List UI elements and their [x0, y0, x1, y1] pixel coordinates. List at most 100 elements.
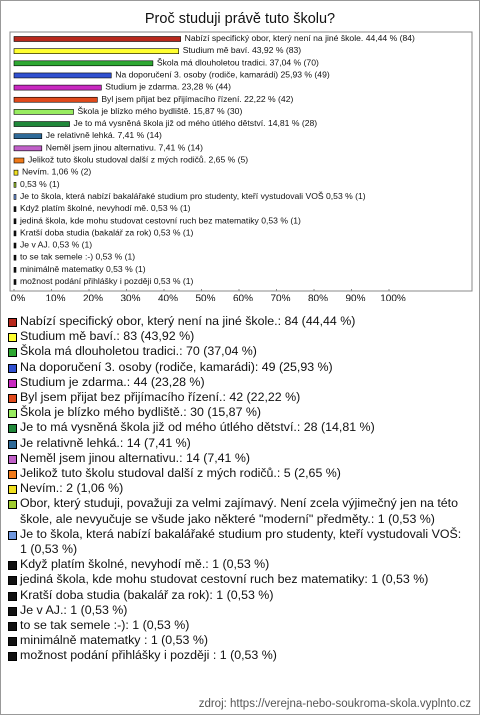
- legend-item: Škola má dlouholetou tradici.: 70 (37,04…: [7, 344, 467, 359]
- legend-text: Byl jsem přijat bez přijímacího řízení.:…: [20, 390, 301, 405]
- bar-label: Škola má dlouholetou tradici. 37,04 % (7…: [157, 58, 319, 68]
- value-label: 0,53 % (1): [151, 203, 191, 213]
- legend-text: Je to má vysněná škola již od mého útléh…: [20, 420, 375, 435]
- legend-swatch: [8, 470, 17, 480]
- bar-label: Je to škola, která nabízí bakalářaké stu…: [20, 191, 366, 201]
- legend-item: Byl jsem přijat bez přijímacího řízení.:…: [7, 390, 467, 405]
- bar-label: možnost podání přihlášky i později 0,53 …: [20, 276, 194, 286]
- value-label: 0,53 % (1): [154, 228, 194, 238]
- bar-label: Když platím školné, nevyhodí mě. 0,53 % …: [20, 203, 191, 213]
- legend-item: Neměl jsem jinou alternativu.: 14 (7,41 …: [7, 451, 467, 466]
- bar-label: Je to má vysněná škola již od mého útléh…: [74, 118, 318, 128]
- bar: [13, 254, 17, 261]
- legend-item: Na doporučení 3. osoby (rodiče, kamarádi…: [7, 360, 467, 375]
- bar: [13, 121, 70, 127]
- legend-text: Škola je blízko mého bydliště.: 30 (15,8…: [20, 405, 262, 420]
- bar: [13, 84, 102, 91]
- x-tick-label: 40%: [158, 294, 178, 301]
- x-tick-label: 80%: [308, 294, 328, 301]
- bar: [13, 157, 25, 164]
- category-label: Jelikož tuto školu studoval další z mých…: [28, 155, 206, 165]
- legend-item: Je relativně lehká.: 14 (7,41 %): [7, 436, 467, 451]
- category-label: Je to škola, která nabízí bakalářaké stu…: [20, 191, 324, 201]
- value-label: 14,81 % (28): [268, 118, 317, 128]
- legend-text: Je v AJ.: 1 (0,53 %): [20, 602, 128, 617]
- value-label: 1,06 % (2): [52, 167, 92, 177]
- chart-title: Proč studuji právě tuto školu?: [145, 11, 335, 27]
- bar: [13, 279, 17, 285]
- bar: [13, 36, 181, 42]
- legend-text: Na doporučení 3. osoby (rodiče, kamarádi…: [20, 359, 333, 374]
- legend-item: Kratší doba studia (bakalář za rok): 1 (…: [7, 588, 467, 603]
- legend-text: Je relativně lehká.: 14 (7,41 %): [20, 435, 191, 450]
- value-label: 7,41 % (14): [159, 143, 204, 153]
- source: zdroj: https://verejna-nebo-soukroma-sko…: [198, 698, 471, 710]
- value-label: 43,92 % (83): [252, 45, 301, 55]
- value-label: 0,53 % (1): [95, 252, 135, 262]
- category-label: Škola má dlouholetou tradici.: [157, 58, 267, 68]
- bar-label: to se tak semele :-) 0,53 % (1): [20, 252, 135, 262]
- bar-label: 0,53 % (1): [20, 179, 60, 189]
- value-label: 2,65 % (5): [209, 155, 249, 165]
- x-tick-label: 10%: [45, 294, 65, 301]
- bar: [13, 218, 17, 225]
- category-label: Je to má vysněná škola již od mého útléh…: [74, 118, 266, 128]
- legend-item: to se tak semele :-): 1 (0,53 %): [7, 618, 467, 633]
- value-label: 23,28 % (44): [182, 82, 231, 92]
- bar: [13, 230, 17, 237]
- legend-swatch: [8, 622, 17, 632]
- category-label: možnost podání přihlášky i později: [20, 276, 151, 286]
- bar-label: Na doporučení 3. osoby (rodiče, kamarádi…: [115, 70, 330, 80]
- bar-label: minimálně matematky 0,53 % (1): [20, 264, 146, 274]
- legend-text: Studium mě baví.: 83 (43,92 %): [20, 329, 195, 344]
- legend-item: možnost podání přihlášky i později : 1 (…: [7, 648, 467, 663]
- legend-text: jediná škola, kde mohu studovat cestovní…: [20, 572, 429, 587]
- category-label: Když platím školné, nevyhodí mě.: [20, 203, 149, 213]
- x-tick-label: 70%: [270, 294, 290, 301]
- category-label: jediná škola, kde mohu studovat cestovní…: [19, 216, 260, 226]
- category-label: Je v AJ.: [20, 240, 50, 250]
- legend-text: možnost podání přihlášky i později : 1 (…: [20, 648, 277, 663]
- legend-item: Je to má vysněná škola již od mého útléh…: [7, 420, 467, 435]
- legend-swatch: [8, 530, 17, 540]
- value-label: 0,53 % (1): [52, 240, 92, 250]
- x-tick-label: 60%: [233, 294, 253, 301]
- bar-label: Studium je zdarma. 23,28 % (44): [105, 82, 231, 92]
- category-label: Neměl jsem jinou alternativu.: [46, 143, 156, 153]
- legend-swatch: [8, 439, 17, 449]
- x-tick-label: 50%: [195, 294, 215, 301]
- legend-item: Když platím školné, nevyhodí mě.: 1 (0,5…: [7, 557, 467, 572]
- legend-swatch: [8, 348, 17, 358]
- category-label: Studium je zdarma.: [105, 82, 179, 92]
- legend-swatch: [8, 363, 17, 373]
- category-label: Studium mě baví.: [183, 45, 250, 55]
- bar-label: Studium mě baví. 43,92 % (83): [183, 45, 302, 55]
- category-label: Byl jsem přijat bez přijímacího řízení.: [101, 94, 241, 104]
- bar-label: Je v AJ. 0,53 % (1): [20, 240, 92, 250]
- legend-text: minimálně matematky : 1 (0,53 %): [20, 633, 208, 648]
- legend-item: Jelikož tuto školu studoval další z mých…: [7, 466, 467, 481]
- x-tick-label: 90%: [345, 294, 365, 301]
- value-label: 0,53 % (1): [326, 191, 366, 201]
- legend-swatch: [8, 561, 17, 571]
- legend-text: Neměl jsem jinou alternativu.: 14 (7,41 …: [20, 450, 251, 465]
- legend-swatch: [8, 576, 17, 586]
- category-label: Nabízí specifický obor, který není na ji…: [185, 33, 364, 43]
- value-label: 15,87 % (30): [193, 106, 242, 116]
- category-label: Škola je blízko mého bydliště.: [78, 106, 191, 116]
- legend-text: Je to škola, která nabízí bakalářaké stu…: [20, 526, 462, 557]
- legend-swatch: [8, 591, 17, 601]
- bar-label: Nabízí specifický obor, který není na ji…: [185, 33, 415, 43]
- bar: [13, 109, 74, 115]
- x-tick-label: 0%: [11, 294, 26, 301]
- plot-frame: [9, 31, 473, 292]
- value-label: 22,22 % (42): [244, 94, 293, 104]
- value-label: 37,04 % (70): [270, 58, 319, 68]
- bar-label: Jelikož tuto školu studoval další z mých…: [28, 155, 248, 165]
- x-tick-label: 100%: [380, 294, 406, 301]
- legend-text: Když platím školné, nevyhodí mě.: 1 (0,5…: [20, 557, 270, 572]
- bar-label: jediná škola, kde mohu studovat cestovní…: [19, 216, 301, 226]
- legend-swatch: [8, 394, 17, 404]
- legend-text: Studium je zdarma.: 44 (23,28 %): [20, 374, 205, 389]
- legend-text: Nevím.: 2 (1,06 %): [20, 481, 124, 496]
